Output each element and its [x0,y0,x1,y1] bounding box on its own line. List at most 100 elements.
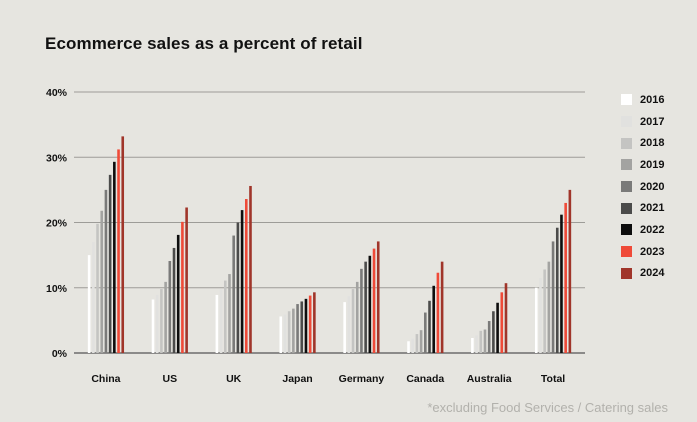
legend: 2016 2017 2018 2019 2020 2021 2022 2023 2024 [621,89,664,284]
bar-us-2018 [160,289,163,353]
bar-canada-2021 [428,300,431,353]
bar-australia-2021 [492,311,495,353]
bar-japan-2019 [292,308,295,353]
legend-item-2018: 2018 [621,132,664,154]
bar-germany-2022 [368,255,372,353]
bar-germany-2017 [347,296,351,353]
bar-total-2023 [564,202,567,353]
x-tick-label: Canada [406,373,444,385]
legend-label: 2020 [640,180,665,193]
bar-japan-2024 [313,292,316,353]
legend-swatch [621,246,632,258]
bar-china-2017 [92,242,95,353]
bar-total-2016 [534,287,538,353]
bar-australia-2018 [479,330,483,353]
bar-us-2020 [168,260,172,353]
bar-uk-2018 [223,280,227,353]
bar-australia-2016 [471,337,474,353]
bar-china-2022 [113,161,116,353]
bar-australia-2022 [496,302,499,353]
legend-item-2017: 2017 [621,111,664,133]
bar-uk-2023 [244,199,248,353]
bar-total-2020 [551,241,555,353]
legend-label: 2016 [640,93,665,106]
bar-total-2017 [539,277,542,353]
bar-germany-2020 [360,268,363,353]
bar-germany-2024 [376,241,380,353]
legend-swatch [621,94,632,106]
bar-australia-2019 [483,329,487,353]
bar-us-2022 [176,234,180,353]
bar-canada-2017 [411,338,415,353]
bar-canada-2018 [415,334,419,353]
legend-label: 2017 [640,115,665,128]
legend-label: 2018 [640,137,665,150]
bar-japan-2020 [296,304,299,353]
bar-total-2019 [547,261,551,353]
legend-swatch [621,202,632,214]
bar-australia-2020 [487,321,491,353]
bar-uk-2019 [228,274,231,353]
bar-total-2024 [568,189,572,353]
bar-us-2021 [172,247,176,353]
legend-swatch [621,181,632,193]
bar-total-2022 [560,214,563,353]
bar-uk-2017 [219,289,223,353]
x-tick-label: Japan [282,373,312,385]
chart-title: Ecommerce sales as a percent of retail [45,34,363,53]
bar-uk-2020 [232,235,235,353]
bar-canada-2020 [424,312,427,353]
bar-germany-2021 [364,261,367,353]
legend-label: 2023 [640,245,665,258]
bar-japan-2021 [300,301,304,353]
bar-japan-2022 [304,298,308,353]
bar-canada-2022 [432,285,436,353]
bar-china-2018 [96,223,99,353]
bar-australia-2017 [475,335,478,353]
x-tick-label: China [91,373,120,385]
bar-china-2023 [117,149,120,353]
legend-item-2021: 2021 [621,197,664,219]
x-tick-label: Total [541,373,565,385]
legend-swatch [621,137,632,149]
legend-item-2023: 2023 [621,241,664,263]
y-tick-label: 0% [52,348,68,360]
bar-germany-2016 [343,302,346,353]
bar-total-2018 [543,269,546,353]
bar-china-2016 [87,255,91,353]
bar-china-2020 [104,189,108,353]
bar-japan-2023 [308,295,312,353]
x-tick-label: US [163,373,178,385]
legend-swatch [621,159,632,171]
y-tick-label: 40% [46,87,68,99]
bar-germany-2018 [351,289,355,353]
bar-china-2019 [100,210,104,353]
bar-us-2016 [151,299,155,353]
bar-australia-2023 [500,292,504,353]
legend-swatch [621,116,632,128]
y-tick-label: 20% [46,218,68,230]
legend-label: 2022 [640,223,665,236]
gridlines [74,91,585,354]
legend-label: 2021 [640,202,665,215]
x-tick-label: Germany [339,373,385,385]
bars [87,136,572,353]
x-axis-tick-labels: China US UK Japan Germany Canada Australia Tota… [91,373,565,385]
x-tick-label: Australia [467,373,512,385]
bar-uk-2016 [215,294,219,353]
bar-total-2021 [555,227,559,353]
footnote: *excluding Food Services / Catering sale… [427,400,668,415]
y-axis-tick-labels: 0% 10% 20% 30% 40% [46,87,68,360]
bar-japan-2017 [283,314,287,353]
legend-label: 2024 [640,267,665,280]
legend-label: 2019 [640,158,665,171]
bar-canada-2023 [436,272,440,353]
legend-item-2019: 2019 [621,154,664,176]
bar-us-2017 [155,294,159,353]
bar-china-2024 [121,136,125,353]
bar-canada-2016 [407,341,410,353]
bar-germany-2023 [372,248,376,353]
bar-uk-2024 [249,185,252,353]
bar-australia-2024 [504,283,508,353]
